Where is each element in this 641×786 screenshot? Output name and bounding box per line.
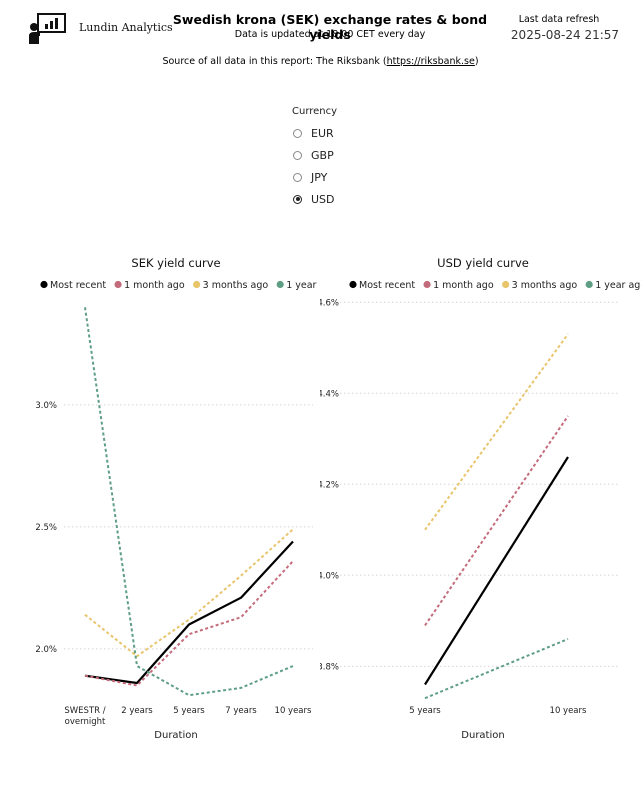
series-line-most-recent[interactable] <box>84 540 294 685</box>
series-line-1-year-ago[interactable] <box>84 307 294 697</box>
currency-option-gbp[interactable]: GBP <box>293 144 335 166</box>
refresh-timestamp: 2025-08-24 21:57 <box>510 28 620 42</box>
legend-marker <box>502 280 510 289</box>
legend-item-1-month-ago[interactable]: 1 month ago <box>423 280 494 291</box>
refresh-label: Last data refresh <box>518 14 600 25</box>
currency-title: Currency <box>292 106 338 117</box>
legend-label: 1 month ago <box>124 280 185 291</box>
legend-label: 1 year ago <box>595 280 641 291</box>
x-axis-label: Duration <box>461 730 504 741</box>
usd-yield-curve-chart: USD yield curve Most recent 1 month ago 3 m… <box>320 256 641 741</box>
legend-item-1-year-ago[interactable]: 1 year ago <box>585 280 641 291</box>
legend-item-most-recent[interactable]: Most recent <box>40 280 106 291</box>
legend-item-1-month-ago[interactable]: 1 month ago <box>114 280 185 291</box>
legend-label: 1 month ago <box>433 280 494 291</box>
x-tick-label: 2 years <box>121 706 153 716</box>
currency-option-eur[interactable]: EUR <box>293 122 335 144</box>
y-tick-label: 4.4% <box>320 389 339 399</box>
legend-item-3-months-ago[interactable]: 3 months ago <box>502 280 577 291</box>
x-tick-label: 10 years <box>550 706 587 716</box>
y-tick-label: 2.5% <box>35 523 57 533</box>
legend-marker <box>114 280 122 289</box>
series-line-3-months-ago[interactable] <box>424 333 569 531</box>
x-axis-label: Duration <box>154 730 197 741</box>
legend-marker <box>423 280 431 289</box>
legend-label: 3 months ago <box>512 280 578 291</box>
currency-radio-group: EUR GBP JPY USD <box>293 122 335 210</box>
legend-label: 3 months ago <box>203 280 269 291</box>
x-tick-label: 7 years <box>225 706 257 716</box>
currency-option-label: GBP <box>311 148 334 162</box>
legend-label: 1 year ago <box>286 280 320 291</box>
y-tick-label: 4.2% <box>320 480 339 490</box>
series-line-most-recent[interactable] <box>424 456 569 686</box>
series-line-1-month-ago[interactable] <box>84 560 294 687</box>
series-line-1-month-ago[interactable] <box>424 415 569 626</box>
y-tick-label: 4.6% <box>320 298 339 308</box>
currency-option-usd[interactable]: USD <box>293 188 335 210</box>
currency-option-jpy[interactable]: JPY <box>293 166 335 188</box>
series-line-1-year-ago[interactable] <box>424 638 569 700</box>
legend-marker <box>193 280 201 289</box>
legend-label: Most recent <box>50 280 106 291</box>
legend-marker <box>349 280 357 289</box>
sek-yield-curve-chart: SEK yield curve Most recent 1 month ago 3 m… <box>35 256 320 741</box>
page-title: Swedish krona (SEK) exchange rates & bon… <box>172 12 488 42</box>
chart-title: SEK yield curve <box>131 256 220 270</box>
radio-button[interactable] <box>293 150 302 160</box>
currency-option-label: USD <box>311 192 335 206</box>
currency-option-label: JPY <box>311 170 328 184</box>
y-tick-label: 3.8% <box>320 662 339 672</box>
source-note: Source of all data in this report: The R… <box>0 56 641 67</box>
legend-marker <box>40 280 48 289</box>
legend-label: Most recent <box>359 280 415 291</box>
legend-marker <box>585 280 593 289</box>
x-tick-label: overnight <box>65 717 106 727</box>
legend-item-1-year-ago[interactable]: 1 year ago <box>276 280 320 291</box>
x-tick-label: SWESTR / <box>64 706 105 716</box>
presenter-chart-icon <box>29 13 66 44</box>
series-line-3-months-ago[interactable] <box>84 528 294 658</box>
y-tick-label: 2.0% <box>35 645 57 655</box>
currency-option-label: EUR <box>311 126 334 140</box>
legend-marker <box>276 280 284 289</box>
y-tick-label: 3.0% <box>35 401 57 411</box>
radio-button[interactable] <box>293 172 302 182</box>
y-tick-label: 4.0% <box>320 571 339 581</box>
source-prefix: Source of all data in this report: The R… <box>162 56 387 67</box>
brand-name: Lundin Analytics <box>79 21 173 34</box>
radio-button[interactable] <box>293 128 302 138</box>
x-tick-label: 10 years <box>275 706 312 716</box>
source-suffix: ) <box>474 56 479 67</box>
chart-title: USD yield curve <box>437 256 529 270</box>
source-link[interactable]: https://riksbank.se <box>386 56 475 67</box>
x-tick-label: 5 years <box>173 706 205 716</box>
legend-item-3-months-ago[interactable]: 3 months ago <box>193 280 268 291</box>
radio-button[interactable] <box>293 194 302 204</box>
page-subtitle: Data is updated at 18.00 CET every day <box>234 29 426 40</box>
x-tick-label: 5 years <box>409 706 441 716</box>
legend-item-most-recent[interactable]: Most recent <box>349 280 415 291</box>
